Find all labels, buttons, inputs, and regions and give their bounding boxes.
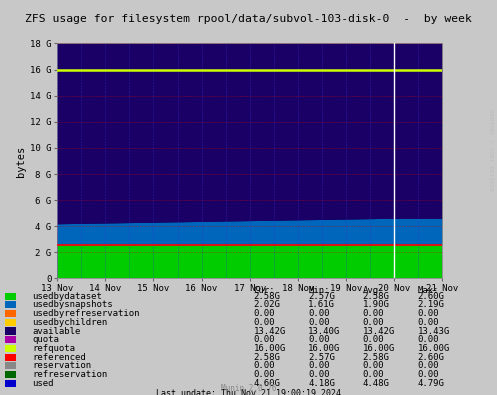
Text: Last update: Thu Nov 21 19:00:19 2024: Last update: Thu Nov 21 19:00:19 2024 xyxy=(156,389,341,395)
Text: 0.00: 0.00 xyxy=(363,309,384,318)
Text: 13.42G: 13.42G xyxy=(363,327,395,335)
Text: 0.00: 0.00 xyxy=(417,335,439,344)
Text: 4.18G: 4.18G xyxy=(308,379,335,387)
Text: Cur:: Cur: xyxy=(253,286,275,295)
Text: 16.00G: 16.00G xyxy=(253,344,286,353)
Text: 0.00: 0.00 xyxy=(253,361,275,370)
Text: 4.48G: 4.48G xyxy=(363,379,390,387)
Text: Max:: Max: xyxy=(417,286,439,295)
Text: Avg:: Avg: xyxy=(363,286,384,295)
Text: 0.00: 0.00 xyxy=(417,370,439,379)
Y-axis label: bytes: bytes xyxy=(16,145,26,177)
Text: referenced: referenced xyxy=(32,353,86,361)
Text: 0.00: 0.00 xyxy=(253,370,275,379)
Text: 2.60G: 2.60G xyxy=(417,353,444,361)
Text: usedbychildren: usedbychildren xyxy=(32,318,107,327)
Text: 0.00: 0.00 xyxy=(363,335,384,344)
Text: used: used xyxy=(32,379,54,387)
Text: Min:: Min: xyxy=(308,286,330,295)
Text: 0.00: 0.00 xyxy=(363,370,384,379)
Text: 2.58G: 2.58G xyxy=(253,292,280,301)
Text: 16.00G: 16.00G xyxy=(308,344,340,353)
Text: refquota: refquota xyxy=(32,344,76,353)
Text: 2.57G: 2.57G xyxy=(308,353,335,361)
Text: 16.00G: 16.00G xyxy=(363,344,395,353)
Text: 0.00: 0.00 xyxy=(363,318,384,327)
Text: 2.60G: 2.60G xyxy=(417,292,444,301)
Text: 1.90G: 1.90G xyxy=(363,301,390,309)
Text: usedbydataset: usedbydataset xyxy=(32,292,102,301)
Text: 0.00: 0.00 xyxy=(417,318,439,327)
Text: 0.00: 0.00 xyxy=(308,370,330,379)
Text: 4.60G: 4.60G xyxy=(253,379,280,387)
Text: 2.57G: 2.57G xyxy=(308,292,335,301)
Text: 2.58G: 2.58G xyxy=(253,353,280,361)
Text: 13.40G: 13.40G xyxy=(308,327,340,335)
Text: 0.00: 0.00 xyxy=(417,361,439,370)
Text: 0.00: 0.00 xyxy=(253,309,275,318)
Text: available: available xyxy=(32,327,81,335)
Text: reservation: reservation xyxy=(32,361,91,370)
Text: usedbyrefreservation: usedbyrefreservation xyxy=(32,309,140,318)
Text: 16.00G: 16.00G xyxy=(417,344,450,353)
Text: 13.43G: 13.43G xyxy=(417,327,450,335)
Text: 1.61G: 1.61G xyxy=(308,301,335,309)
Text: 2.02G: 2.02G xyxy=(253,301,280,309)
Text: 4.79G: 4.79G xyxy=(417,379,444,387)
Text: 0.00: 0.00 xyxy=(308,318,330,327)
Text: 0.00: 0.00 xyxy=(363,361,384,370)
Text: 0.00: 0.00 xyxy=(308,309,330,318)
Text: quota: quota xyxy=(32,335,59,344)
Text: 2.19G: 2.19G xyxy=(417,301,444,309)
Text: 2.58G: 2.58G xyxy=(363,292,390,301)
Text: RRDTOOL / TOBI OETIKER: RRDTOOL / TOBI OETIKER xyxy=(488,109,493,191)
Text: usedbysnapshots: usedbysnapshots xyxy=(32,301,113,309)
Text: 0.00: 0.00 xyxy=(308,335,330,344)
Text: refreservation: refreservation xyxy=(32,370,107,379)
Text: 13.42G: 13.42G xyxy=(253,327,286,335)
Text: Munin 2.0.76: Munin 2.0.76 xyxy=(221,384,276,393)
Text: 0.00: 0.00 xyxy=(417,309,439,318)
Text: 0.00: 0.00 xyxy=(253,318,275,327)
Text: 2.58G: 2.58G xyxy=(363,353,390,361)
Text: ZFS usage for filesystem rpool/data/subvol-103-disk-0  -  by week: ZFS usage for filesystem rpool/data/subv… xyxy=(25,14,472,24)
Text: 0.00: 0.00 xyxy=(253,335,275,344)
Text: 0.00: 0.00 xyxy=(308,361,330,370)
